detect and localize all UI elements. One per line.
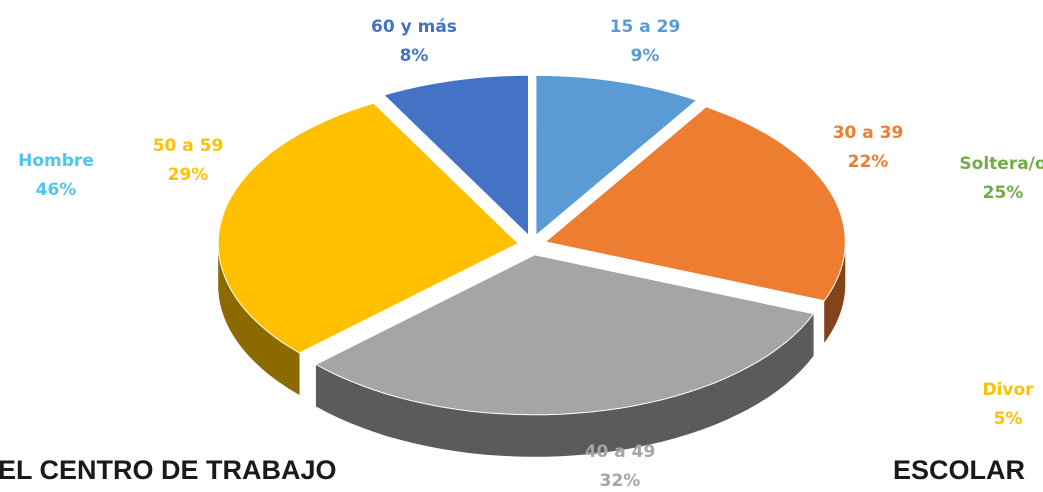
- value-label: 32%: [600, 471, 641, 491]
- chart-title: ESCOLAR: [893, 455, 1025, 485]
- value-label: 29%: [168, 165, 209, 185]
- value-label: 46%: [36, 180, 77, 200]
- category-label: 50 a 59: [153, 136, 224, 156]
- chart-title: EL CENTRO DE TRABAJO: [0, 455, 337, 485]
- value-label: 22%: [848, 152, 889, 172]
- slice: [314, 254, 815, 416]
- category-label: 60 y más: [371, 17, 457, 37]
- category-label: 30 a 39: [833, 123, 904, 143]
- category-label: Divor: [982, 380, 1034, 400]
- value-label: 5%: [994, 409, 1023, 429]
- category-label: Soltera/o: [959, 154, 1043, 174]
- category-label: 40 a 49: [585, 442, 656, 462]
- slice: [217, 102, 520, 354]
- value-label: 8%: [400, 46, 429, 66]
- slice-side: [315, 313, 814, 457]
- category-label: 15 a 29: [610, 17, 681, 37]
- slice: [535, 74, 698, 237]
- slice-side: [218, 243, 300, 395]
- slice-side: [824, 241, 846, 343]
- value-label: 25%: [983, 183, 1024, 203]
- slice: [383, 74, 530, 237]
- category-label: Hombre: [18, 151, 94, 171]
- value-label: 9%: [631, 46, 660, 66]
- slice: [544, 106, 846, 302]
